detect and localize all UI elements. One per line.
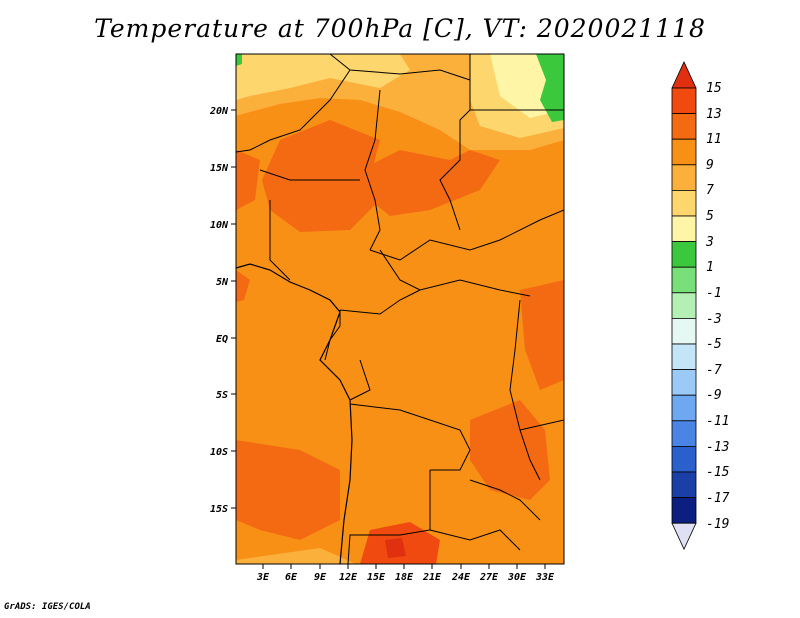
colorbar-segment [671, 369, 697, 396]
lat-label: 10N [210, 220, 229, 231]
lat-label: 5N [216, 277, 229, 288]
chart-title: Temperature at 700hPa [C], VT: 202002111… [94, 14, 706, 43]
field-11-13-westcoast [236, 150, 260, 210]
colorbar-segment [671, 292, 697, 319]
lon-label: 3E [256, 572, 270, 583]
longitude-axis [262, 564, 546, 569]
colorbar-label: 3 [705, 235, 714, 250]
colorbar-segment [671, 215, 697, 243]
colorbar-arrow-bottom [671, 522, 697, 551]
lat-label: 5S [216, 390, 228, 401]
lat-label: 20N [209, 106, 229, 117]
border-drc-angola [349, 403, 471, 471]
colorbar-label: -7 [706, 363, 722, 378]
field-11-13-lakes [520, 280, 564, 390]
colorbar-segment [671, 164, 697, 191]
lon-label: 33E [535, 572, 555, 583]
lon-label: 12E [339, 572, 358, 583]
lat-label: 15N [210, 163, 229, 174]
colorbar-segment [671, 87, 697, 115]
colorbar-label: -11 [706, 414, 729, 429]
field-1-3-west [236, 54, 242, 66]
colorbar-label: -15 [706, 465, 730, 480]
border-tanzania [519, 419, 564, 431]
border-nigeria-north [259, 169, 360, 181]
border-chad-niger [364, 89, 381, 251]
colorbar-segment [671, 420, 697, 447]
lon-label: 9E [314, 572, 327, 583]
lon-label: 15E [367, 572, 386, 583]
border-cameroon-congo [339, 289, 421, 315]
colorbar-label: 15 [706, 81, 722, 96]
colorbar-segment [671, 471, 697, 499]
colorbar-segment [671, 497, 697, 524]
lat-label: 10S [210, 447, 228, 458]
lon-label: 21E [422, 572, 442, 583]
colorbar-segment [671, 241, 697, 268]
border-car-sudan [369, 209, 564, 261]
colorbar-label: -3 [706, 312, 722, 327]
latitude-axis [231, 109, 236, 509]
border-congo [349, 359, 371, 401]
coastline [235, 263, 353, 565]
lon-label: 27E [479, 572, 499, 583]
colorbar-label: -5 [706, 337, 722, 352]
colorbar-label: 1 [706, 260, 714, 275]
lon-label: 30E [507, 572, 527, 583]
field-5-7-north [236, 54, 410, 100]
lon-label: 24E [451, 572, 471, 583]
map-frame [235, 53, 565, 565]
colorbar-segment [671, 189, 697, 217]
colorbar-label: 7 [706, 183, 714, 198]
colorbar-label: 9 [706, 158, 714, 173]
colorbar-segment [671, 113, 697, 140]
colorbar-segment [671, 317, 697, 345]
colorbar-label: -13 [706, 440, 729, 455]
colorbar-label: -9 [706, 388, 722, 403]
colorbar-segment [671, 138, 697, 166]
field-15-plus [385, 538, 406, 558]
field-7-9-south [236, 548, 356, 564]
field-1-3 [536, 54, 564, 122]
border-angola-namibia [347, 470, 431, 564]
lat-label: EQ [216, 334, 228, 345]
colorbar-label: 11 [706, 132, 722, 147]
colorbar-segment [671, 343, 697, 371]
field-11-13-angola [236, 440, 340, 540]
footer-credit: GrADS: IGES/COLA [4, 602, 91, 612]
country-borders [236, 54, 564, 564]
border-zambia-south [429, 529, 521, 551]
colorbar-segment [671, 394, 697, 422]
colorbar-segment [671, 445, 697, 473]
field-11-13-chad [360, 150, 500, 216]
border-mozambique [469, 479, 541, 521]
colorbar-label: -17 [706, 491, 730, 506]
border-east-lakes [509, 299, 541, 481]
colorbar-segment [671, 266, 697, 294]
lon-label: 18E [395, 572, 414, 583]
temperature-field [236, 54, 564, 564]
border-benin [269, 200, 291, 281]
border-niger-mali [236, 69, 351, 153]
colorbar-label: 5 [706, 209, 714, 224]
lon-label: 6E [285, 572, 298, 583]
field-11-13-gulf [236, 270, 250, 302]
colorbar [671, 61, 697, 551]
border-car-south [379, 249, 531, 297]
colorbar-label: 13 [706, 107, 722, 122]
colorbar-label: -19 [706, 517, 729, 532]
field-11-13-southeast [470, 400, 550, 500]
field-11-13-nigeria [262, 120, 380, 232]
colorbar-arrow-top [671, 61, 697, 89]
colorbar-label: -1 [706, 286, 722, 301]
lat-label: 15S [210, 504, 228, 515]
border-gabon [324, 310, 341, 361]
